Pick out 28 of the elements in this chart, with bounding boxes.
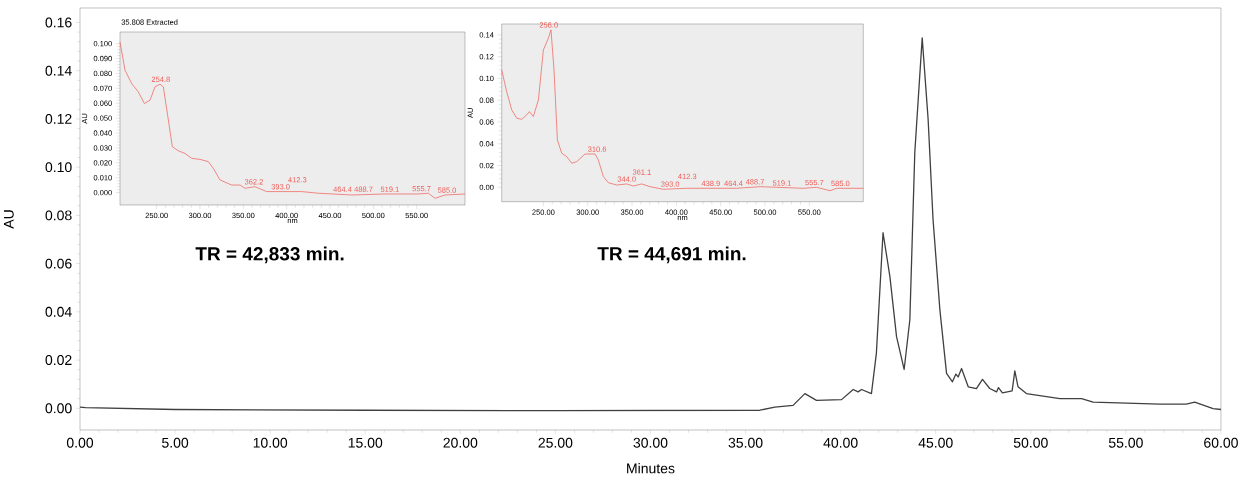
- x-axis-title: Minutes: [627, 463, 675, 474]
- y-tick-label: 0.10: [45, 162, 72, 173]
- x-tick-label: 15.00: [348, 437, 383, 448]
- annotation: TR = 42,833 min.: [195, 246, 344, 264]
- y-tick-label: 0.12: [45, 113, 72, 124]
- x-tick-label: 25.00: [538, 437, 573, 448]
- x-tick-label: 5.00: [162, 437, 189, 448]
- y-tick-label: 0.14: [45, 65, 72, 76]
- y-tick-label: 0.16: [45, 17, 72, 28]
- y-tick-label: 0.04: [45, 306, 72, 317]
- x-tick-label: 60.00: [1204, 437, 1238, 448]
- y-tick-label: 0.02: [45, 355, 72, 366]
- y-tick-label: 0.06: [45, 258, 72, 269]
- x-tick-label: 55.00: [1108, 437, 1143, 448]
- y-axis-title: AU: [3, 210, 14, 229]
- line-series: [79, 37, 1222, 412]
- x-tick-label: 45.00: [918, 437, 953, 448]
- x-tick-label: 35.00: [728, 437, 763, 448]
- x-tick-label: 30.00: [633, 437, 668, 448]
- x-tick-label: 50.00: [1013, 437, 1048, 448]
- x-tick-label: 40.00: [823, 437, 858, 448]
- annotation: TR = 44,691 min.: [597, 246, 746, 264]
- y-tick-label: 0.00: [45, 403, 72, 414]
- y-tick-label: 0.08: [45, 210, 72, 221]
- line-series: [501, 29, 864, 192]
- x-tick-label: 20.00: [443, 437, 478, 448]
- x-tick-label: 0.00: [66, 437, 94, 448]
- x-tick-label: 10.00: [253, 437, 288, 448]
